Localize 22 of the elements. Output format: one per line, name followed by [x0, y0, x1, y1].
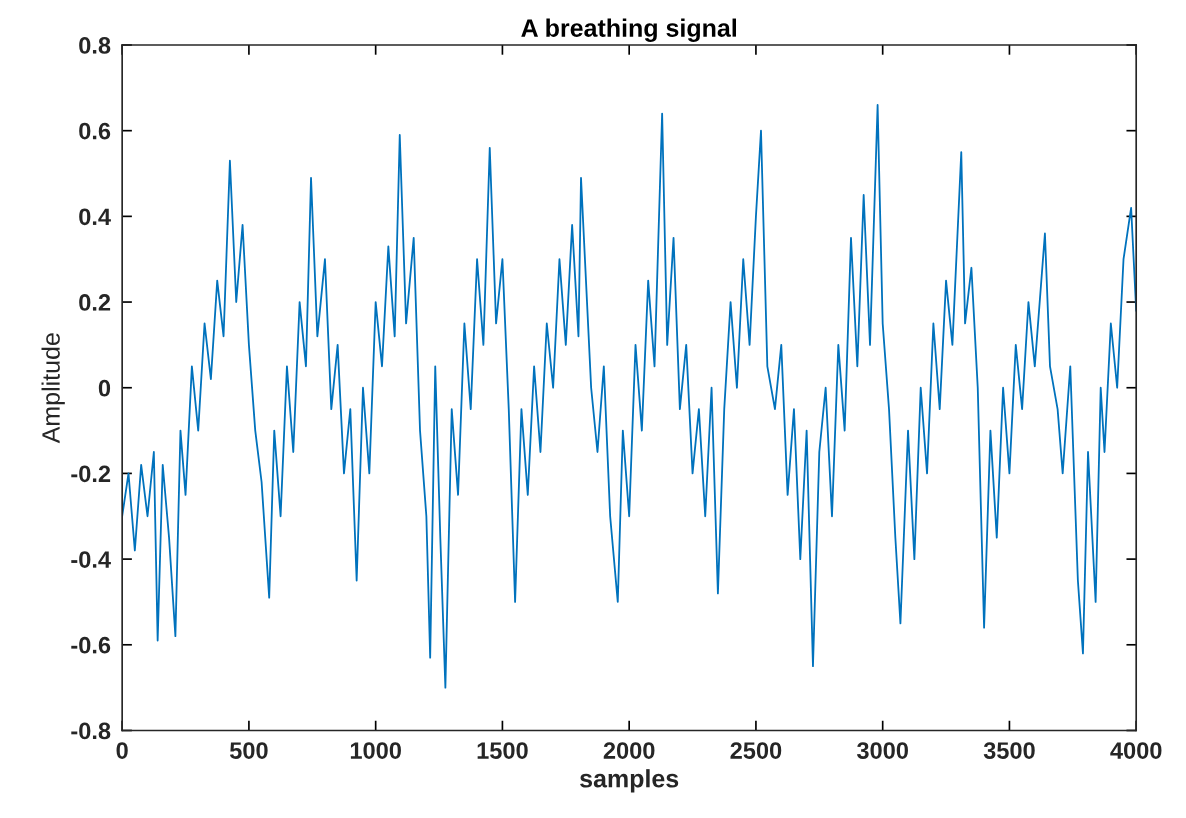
y-tick-label: -0.4	[71, 551, 111, 568]
x-tick-label: 4000	[1110, 742, 1162, 759]
y-tick-label: 0	[98, 379, 111, 397]
y-axis-title: Amplitude	[41, 333, 65, 444]
chart-title: A breathing signal	[521, 18, 736, 42]
x-tick-label: 1500	[477, 742, 528, 759]
x-tick-label: 0	[116, 742, 128, 759]
x-tick-label: 1000	[350, 742, 401, 759]
y-tick-label: -0.6	[71, 636, 111, 654]
y-tick-label: 0.8	[79, 37, 111, 54]
x-tick-label: 2000	[603, 742, 655, 759]
line-series	[122, 104, 1137, 689]
x-tick-label: 2500	[730, 742, 782, 759]
y-tick-label: 0.6	[79, 122, 111, 140]
x-tick-label: 3000	[856, 742, 908, 759]
y-tick-label: 0.2	[79, 294, 111, 311]
x-tick-label: 3500	[983, 742, 1035, 759]
x-tick-label: 500	[229, 742, 268, 759]
x-axis-title: samples	[580, 769, 679, 793]
y-tick-label: 0.4	[79, 208, 111, 226]
y-tick-label: -0.2	[71, 465, 111, 483]
y-tick-label: -0.8	[71, 722, 111, 740]
